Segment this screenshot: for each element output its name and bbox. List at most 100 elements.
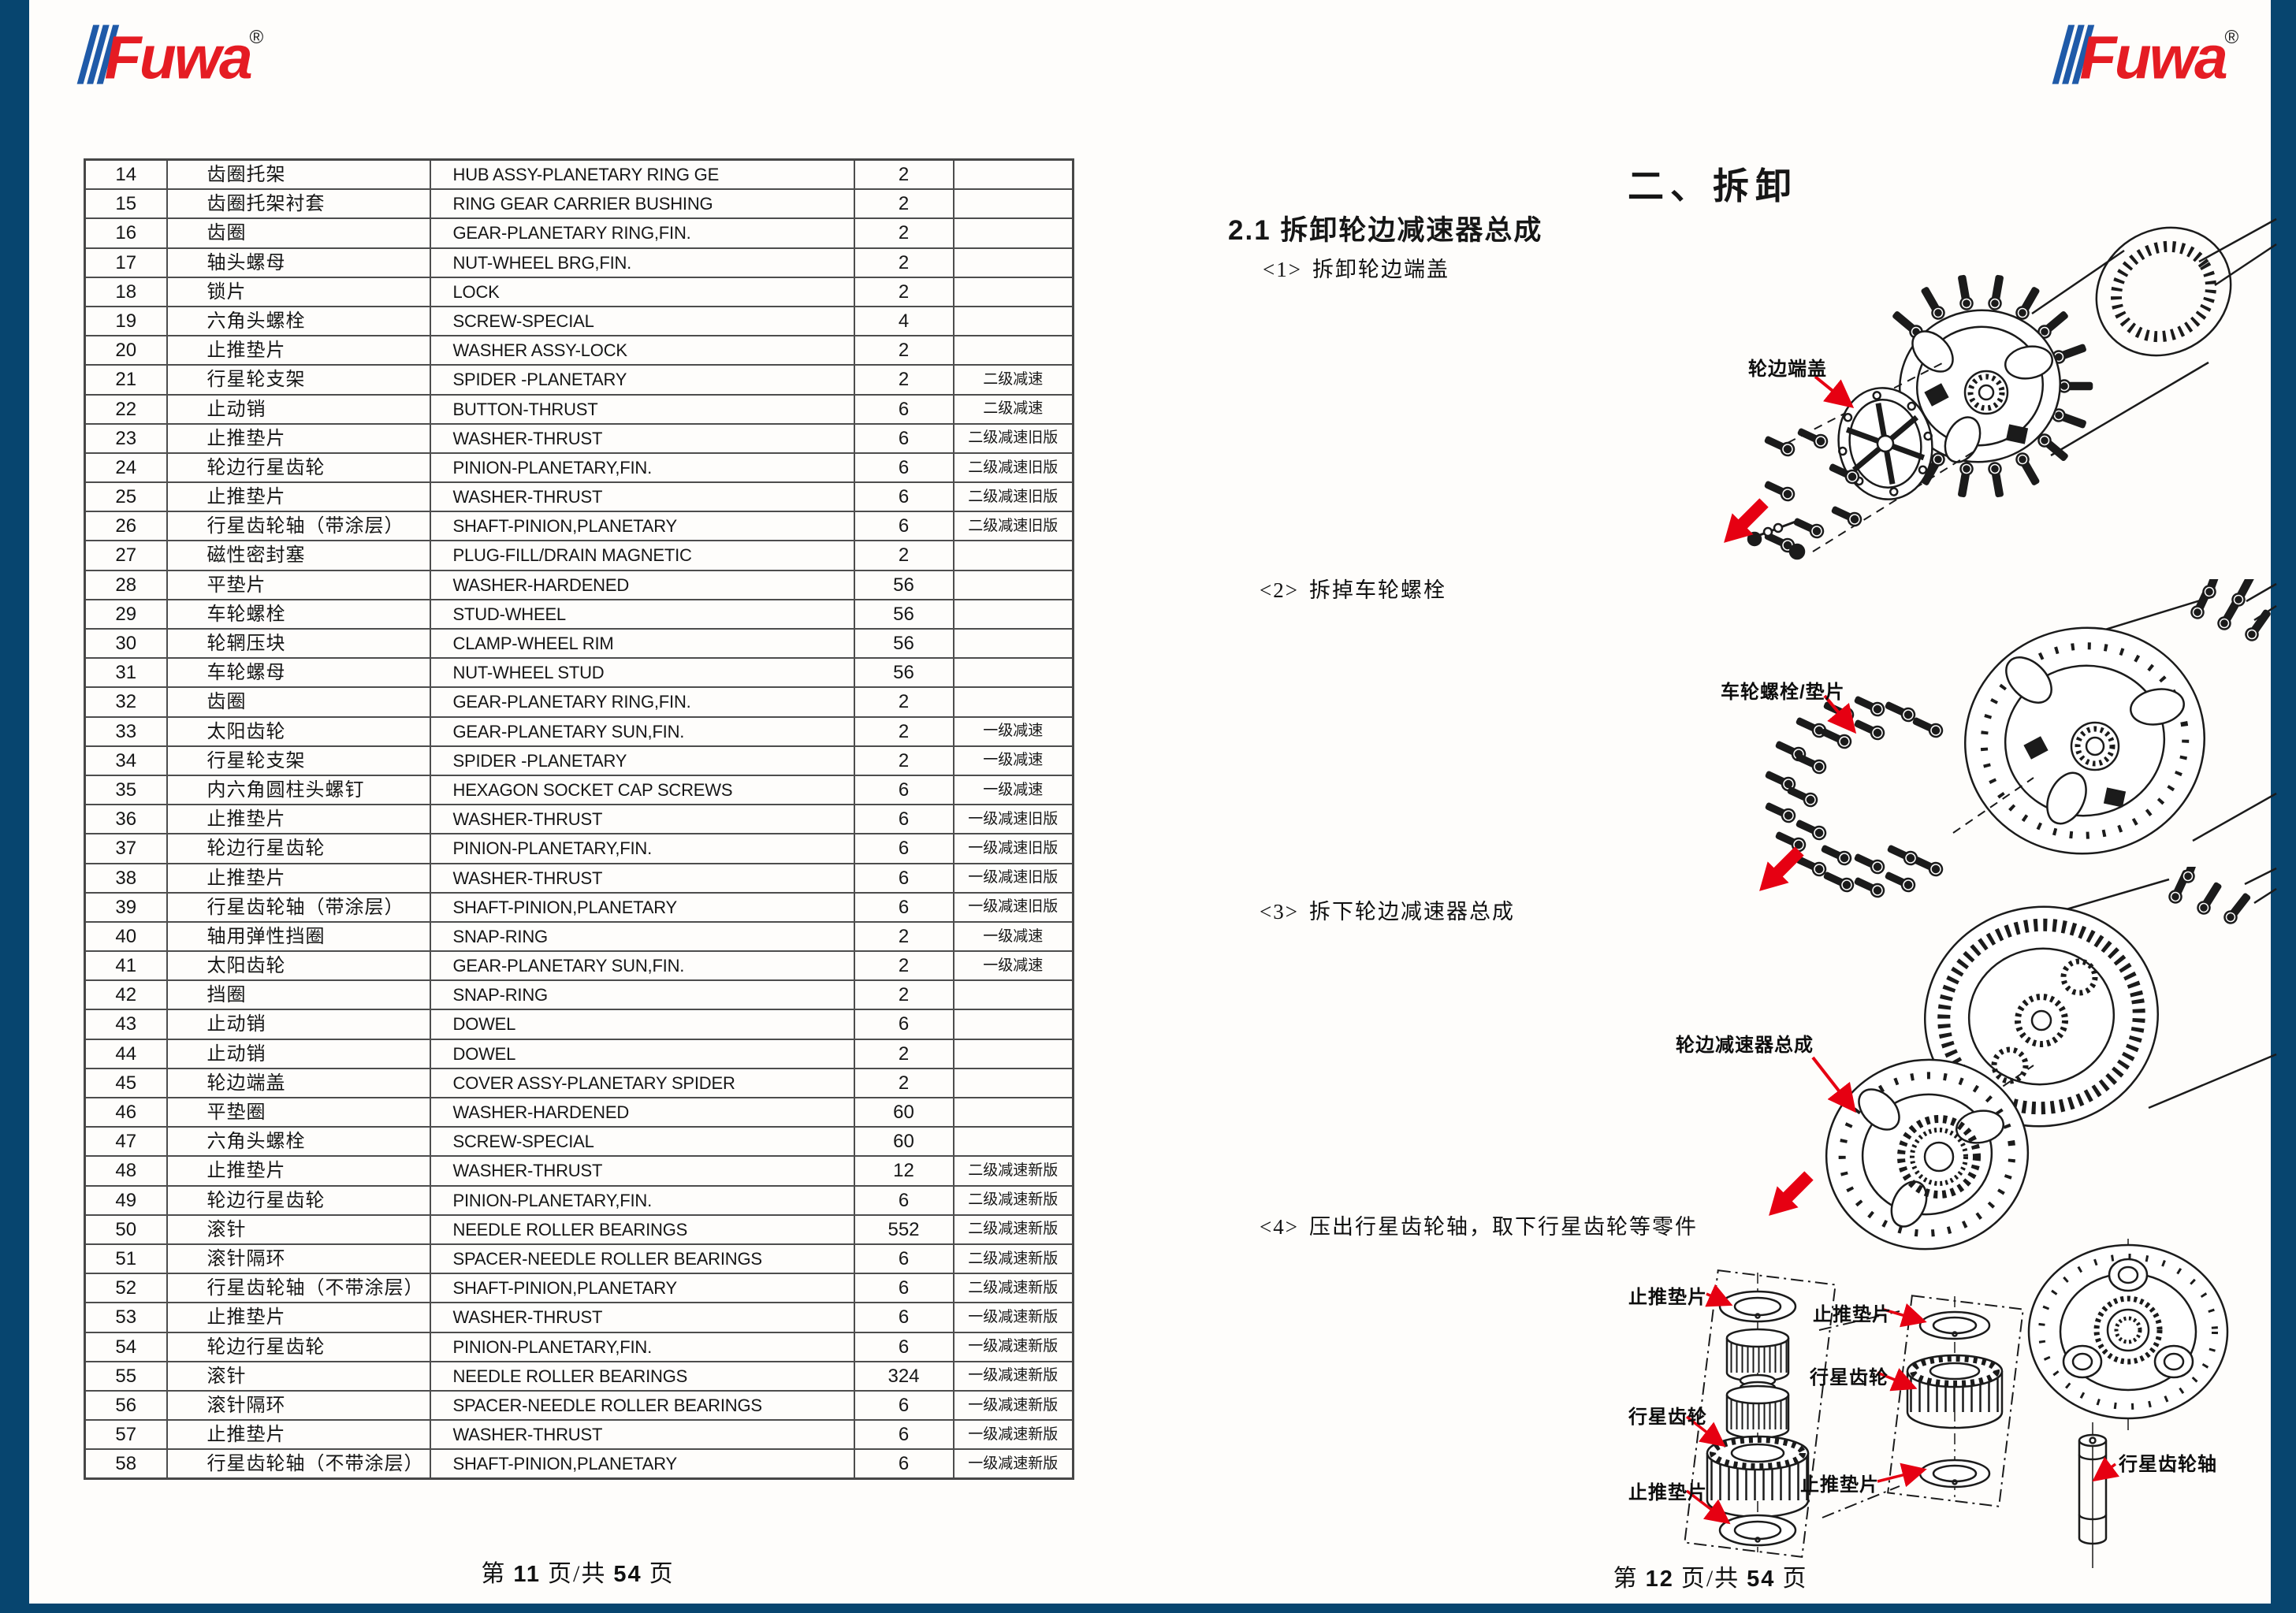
cell-qty: 6 <box>853 393 954 425</box>
cell-cn: 平垫片 <box>166 569 431 600</box>
planet-gear-drawing <box>1906 1354 2004 1429</box>
cell-cn: 止推垫片 <box>166 422 431 454</box>
cell-no: 15 <box>84 188 168 220</box>
cell-no: 52 <box>84 1273 168 1304</box>
table-row: 43 止动销 DOWEL 6 <box>84 1009 1074 1040</box>
cell-qty: 6 <box>853 1419 954 1451</box>
cell-no: 34 <box>84 745 168 776</box>
direction-arrow-icon <box>1759 846 1804 891</box>
cell-note: 一级减速新版 <box>952 1419 1074 1451</box>
label-planet-gear: 行星齿轮 <box>1810 1367 1889 1388</box>
cell-note <box>952 188 1074 220</box>
table-row: 40 轴用弹性挡圈 SNAP-RING 2 一级减速 <box>84 920 1074 953</box>
cell-en: SNAP-RING <box>429 979 855 1011</box>
cell-note: 二级减速 <box>952 364 1074 396</box>
cell-no: 14 <box>84 158 168 191</box>
cell-qty: 6 <box>853 1009 954 1040</box>
step-4-text: 压出行星齿轮轴，取下行星齿轮等零件 <box>1308 1215 1698 1239</box>
cell-cn: 行星轮支架 <box>166 745 431 776</box>
table-row: 44 止动销 DOWEL 2 <box>84 1038 1074 1069</box>
table-row: 47 六角头螺栓 SCREW-SPECIAL 60 <box>84 1126 1074 1158</box>
cell-note <box>952 1096 1074 1128</box>
cell-qty: 2 <box>853 686 954 718</box>
cell-cn: 轮辋压块 <box>166 627 431 660</box>
logo-wordmark: Fuwa <box>104 24 251 91</box>
cell-note <box>952 657 1074 689</box>
step-2-label: <2> <box>1260 578 1299 602</box>
cell-no: 50 <box>84 1213 168 1245</box>
cell-cn: 止动销 <box>166 1038 431 1069</box>
table-row: 42 挡圈 SNAP-RING 2 <box>84 979 1074 1011</box>
cell-no: 54 <box>84 1331 168 1362</box>
cell-cn: 车轮螺母 <box>166 657 431 689</box>
cell-cn: 止推垫片 <box>166 1419 431 1451</box>
step-1-label: <1> <box>1263 258 1302 281</box>
cell-cn: 止推垫片 <box>166 481 431 513</box>
table-row: 38 止推垫片 WASHER-THRUST 6 一级减速旧版 <box>84 862 1074 894</box>
cell-no: 20 <box>84 335 168 366</box>
cell-en: SCREW-SPECIAL <box>429 305 855 337</box>
cell-no: 26 <box>84 511 168 542</box>
cell-en: STUD-WHEEL <box>429 598 855 630</box>
cell-en: WASHER-THRUST <box>429 862 855 894</box>
cell-no: 48 <box>84 1155 168 1187</box>
direction-arrow-icon <box>1769 1171 1814 1216</box>
label-wheel-bolt-washer: 车轮螺栓/垫片 <box>1721 682 1845 703</box>
cell-note <box>952 217 1074 249</box>
cell-qty: 6 <box>853 1302 954 1333</box>
cell-qty: 2 <box>853 920 954 953</box>
table-row: 51 滚针隔环 SPACER-NEEDLE ROLLER BEARINGS 6 二级减速… <box>84 1243 1074 1275</box>
cell-cn: 行星轮支架 <box>166 364 431 396</box>
table-row: 26 行星齿轮轴（带涂层） SHAFT-PINION,PLANETARY 6 二级减速旧… <box>84 511 1074 542</box>
table-row: 39 行星齿轮轴（带涂层） SHAFT-PINION,PLANETARY 6 一级减速旧… <box>84 891 1074 923</box>
thrust-washer-drawing <box>1718 1514 1797 1547</box>
fuwa-logo: Fuwa ® <box>2052 24 2238 91</box>
cell-note: 一级减速 <box>952 715 1074 747</box>
label-arrow <box>1811 1056 1856 1113</box>
cell-note <box>952 1009 1074 1040</box>
cell-note <box>952 1038 1074 1069</box>
cell-cn: 轮边行星齿轮 <box>166 452 431 484</box>
registered-mark-icon: ® <box>249 27 263 48</box>
table-row: 27 磁性密封塞 PLUG-FILL/DRAIN MAGNETIC 2 <box>84 540 1074 571</box>
cell-qty: 56 <box>853 657 954 689</box>
diagram-remove-end-cover <box>1724 217 2277 560</box>
cell-qty: 6 <box>853 1331 954 1362</box>
cell-en: BUTTON-THRUST <box>429 393 855 425</box>
cell-no: 18 <box>84 276 168 307</box>
reducer-assembly-drawing <box>1825 1058 2030 1251</box>
cell-no: 41 <box>84 950 168 982</box>
cell-en: LOCK <box>429 276 855 307</box>
cell-en: WASHER-HARDENED <box>429 1096 855 1128</box>
cell-en: DOWEL <box>429 1038 855 1069</box>
direction-arrow-icon <box>1724 498 1769 543</box>
footer-text: 页 <box>649 1561 675 1587</box>
cell-en: NEEDLE ROLLER BEARINGS <box>429 1213 855 1245</box>
cell-note: 一级减速新版 <box>952 1389 1074 1422</box>
cell-no: 22 <box>84 393 168 425</box>
cell-en: SHAFT-PINION,PLANETARY <box>429 511 855 542</box>
cell-qty: 2 <box>853 950 954 982</box>
cell-qty: 2 <box>853 979 954 1011</box>
cell-no: 53 <box>84 1302 168 1333</box>
table-row: 28 平垫片 WASHER-HARDENED 56 <box>84 569 1074 600</box>
parts-table: 14 齿圈托架 HUB ASSY-PLANETARY RING GE 2 15 齿圈托架衬… <box>84 158 1074 1481</box>
frame-bar-bottom <box>0 1604 2296 1613</box>
cell-note: 二级减速旧版 <box>952 511 1074 542</box>
cell-cn: 行星齿轮轴（不带涂层） <box>166 1448 431 1480</box>
table-row: 57 止推垫片 WASHER-THRUST 6 一级减速新版 <box>84 1419 1074 1451</box>
cell-qty: 6 <box>853 1184 954 1216</box>
parts-table-body: 14 齿圈托架 HUB ASSY-PLANETARY RING GE 2 15 齿圈托架衬… <box>84 158 1074 1480</box>
cell-no: 23 <box>84 422 168 454</box>
cell-cn: 行星齿轮轴（带涂层） <box>166 511 431 542</box>
cell-cn: 滚针 <box>166 1360 431 1392</box>
cell-no: 43 <box>84 1009 168 1040</box>
thrust-washer-drawing <box>1918 1310 1991 1340</box>
cell-no: 40 <box>84 920 168 953</box>
table-row: 14 齿圈托架 HUB ASSY-PLANETARY RING GE 2 <box>84 158 1074 191</box>
cell-no: 58 <box>84 1448 168 1480</box>
hub-assembly-drawing <box>1747 217 2277 560</box>
cell-cn: 行星齿轮轴（带涂层） <box>166 891 431 923</box>
cell-no: 57 <box>84 1419 168 1451</box>
